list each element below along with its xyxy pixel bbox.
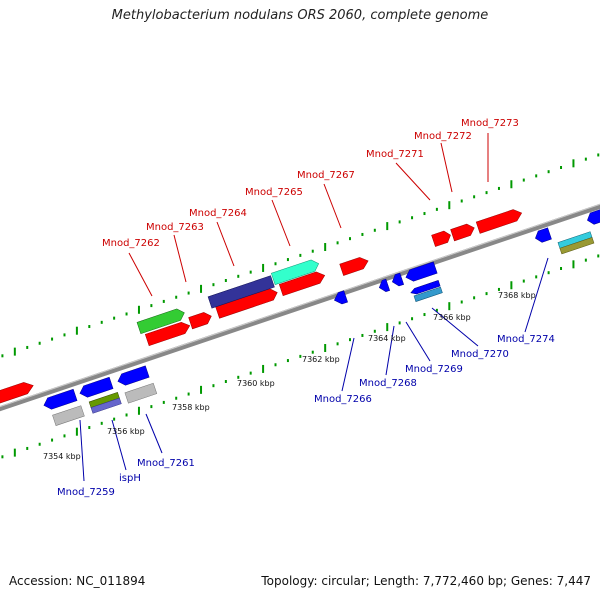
label-mnod-7273: Mnod_7273: [461, 118, 519, 129]
gene-reverse[interactable]: [390, 272, 405, 288]
scale-label: 7358 kbp: [172, 403, 210, 412]
gene-mnod-7261[interactable]: [124, 382, 158, 404]
reverse-genes: [42, 208, 600, 426]
gene-mnod-7272[interactable]: [450, 222, 477, 242]
gene-reverse[interactable]: [585, 208, 600, 226]
gene-olive[interactable]: [559, 237, 595, 255]
scale-label: 7362 kbp: [302, 355, 340, 364]
label-mnod-7265: Mnod_7265: [245, 187, 303, 198]
label-leaders: [79, 133, 549, 482]
gene-reverse[interactable]: [533, 227, 552, 244]
scale-labels: 7354 kbp 7356 kbp 7358 kbp 7360 kbp 7362…: [43, 291, 536, 461]
scale-label: 7368 kbp: [498, 291, 536, 300]
gene-mnod-7263[interactable]: [188, 310, 214, 330]
gene-navy[interactable]: [207, 275, 275, 309]
label-mnod-7271: Mnod_7271: [366, 149, 424, 160]
label-mnod-7264: Mnod_7264: [189, 208, 247, 219]
gene-reverse[interactable]: [78, 376, 114, 399]
label-isph: ispH: [119, 473, 141, 484]
label-mnod-7272: Mnod_7272: [414, 131, 472, 142]
gene-forward[interactable]: [0, 380, 35, 408]
label-mnod-7259: Mnod_7259: [57, 487, 115, 498]
label-mnod-7269: Mnod_7269: [405, 364, 463, 375]
gene-teal[interactable]: [270, 258, 320, 285]
gene-reverse[interactable]: [42, 388, 78, 411]
gene-reverse[interactable]: [116, 365, 150, 387]
scale-label: 7354 kbp: [43, 452, 81, 461]
scale-label: 7356 kbp: [107, 427, 145, 436]
tick-rows: [1, 153, 600, 459]
reverse-gene-labels: Mnod_7259 ispH Mnod_7261 Mnod_7266 Mnod_…: [57, 334, 555, 498]
gene-mnod-7268[interactable]: [377, 278, 391, 293]
scale-label: 7364 kbp: [368, 334, 406, 343]
gene-mnod-7273[interactable]: [475, 207, 523, 234]
gene-mnod-7262[interactable]: [144, 320, 191, 347]
gene-mnod-7270[interactable]: [410, 280, 441, 295]
accession-label: Accession: NC_011894: [9, 574, 146, 588]
scale-label: 7366 kbp: [433, 313, 471, 322]
label-mnod-7268: Mnod_7268: [359, 378, 417, 389]
forward-gene-labels: Mnod_7262 Mnod_7263 Mnod_7264 Mnod_7265 …: [102, 118, 519, 249]
label-mnod-7261: Mnod_7261: [137, 458, 195, 469]
genome-backbone: [0, 203, 600, 412]
label-mnod-7266: Mnod_7266: [314, 394, 372, 405]
label-mnod-7270: Mnod_7270: [451, 349, 509, 360]
gene-mnod-7269[interactable]: [404, 261, 438, 283]
label-mnod-7263: Mnod_7263: [146, 222, 204, 233]
gene-navy-small[interactable]: [90, 397, 122, 414]
map-title: Methylobacterium nodulans ORS 2060, comp…: [111, 8, 489, 23]
gene-mnod-7265[interactable]: [278, 270, 326, 297]
gene-mnod-7271[interactable]: [431, 229, 453, 247]
forward-genes: [0, 207, 523, 408]
gene-mnod-7266[interactable]: [332, 290, 348, 306]
gene-steel[interactable]: [413, 286, 443, 302]
gene-mnod-7259[interactable]: [52, 405, 85, 426]
scale-label: 7360 kbp: [237, 379, 275, 388]
label-mnod-7262: Mnod_7262: [102, 238, 160, 249]
topology-label: Topology: circular; Length: 7,772,460 bp…: [261, 574, 591, 588]
label-mnod-7267: Mnod_7267: [297, 170, 355, 181]
gene-green[interactable]: [136, 307, 186, 335]
label-mnod-7274: Mnod_7274: [497, 334, 555, 345]
gene-mnod-7267[interactable]: [339, 255, 370, 276]
